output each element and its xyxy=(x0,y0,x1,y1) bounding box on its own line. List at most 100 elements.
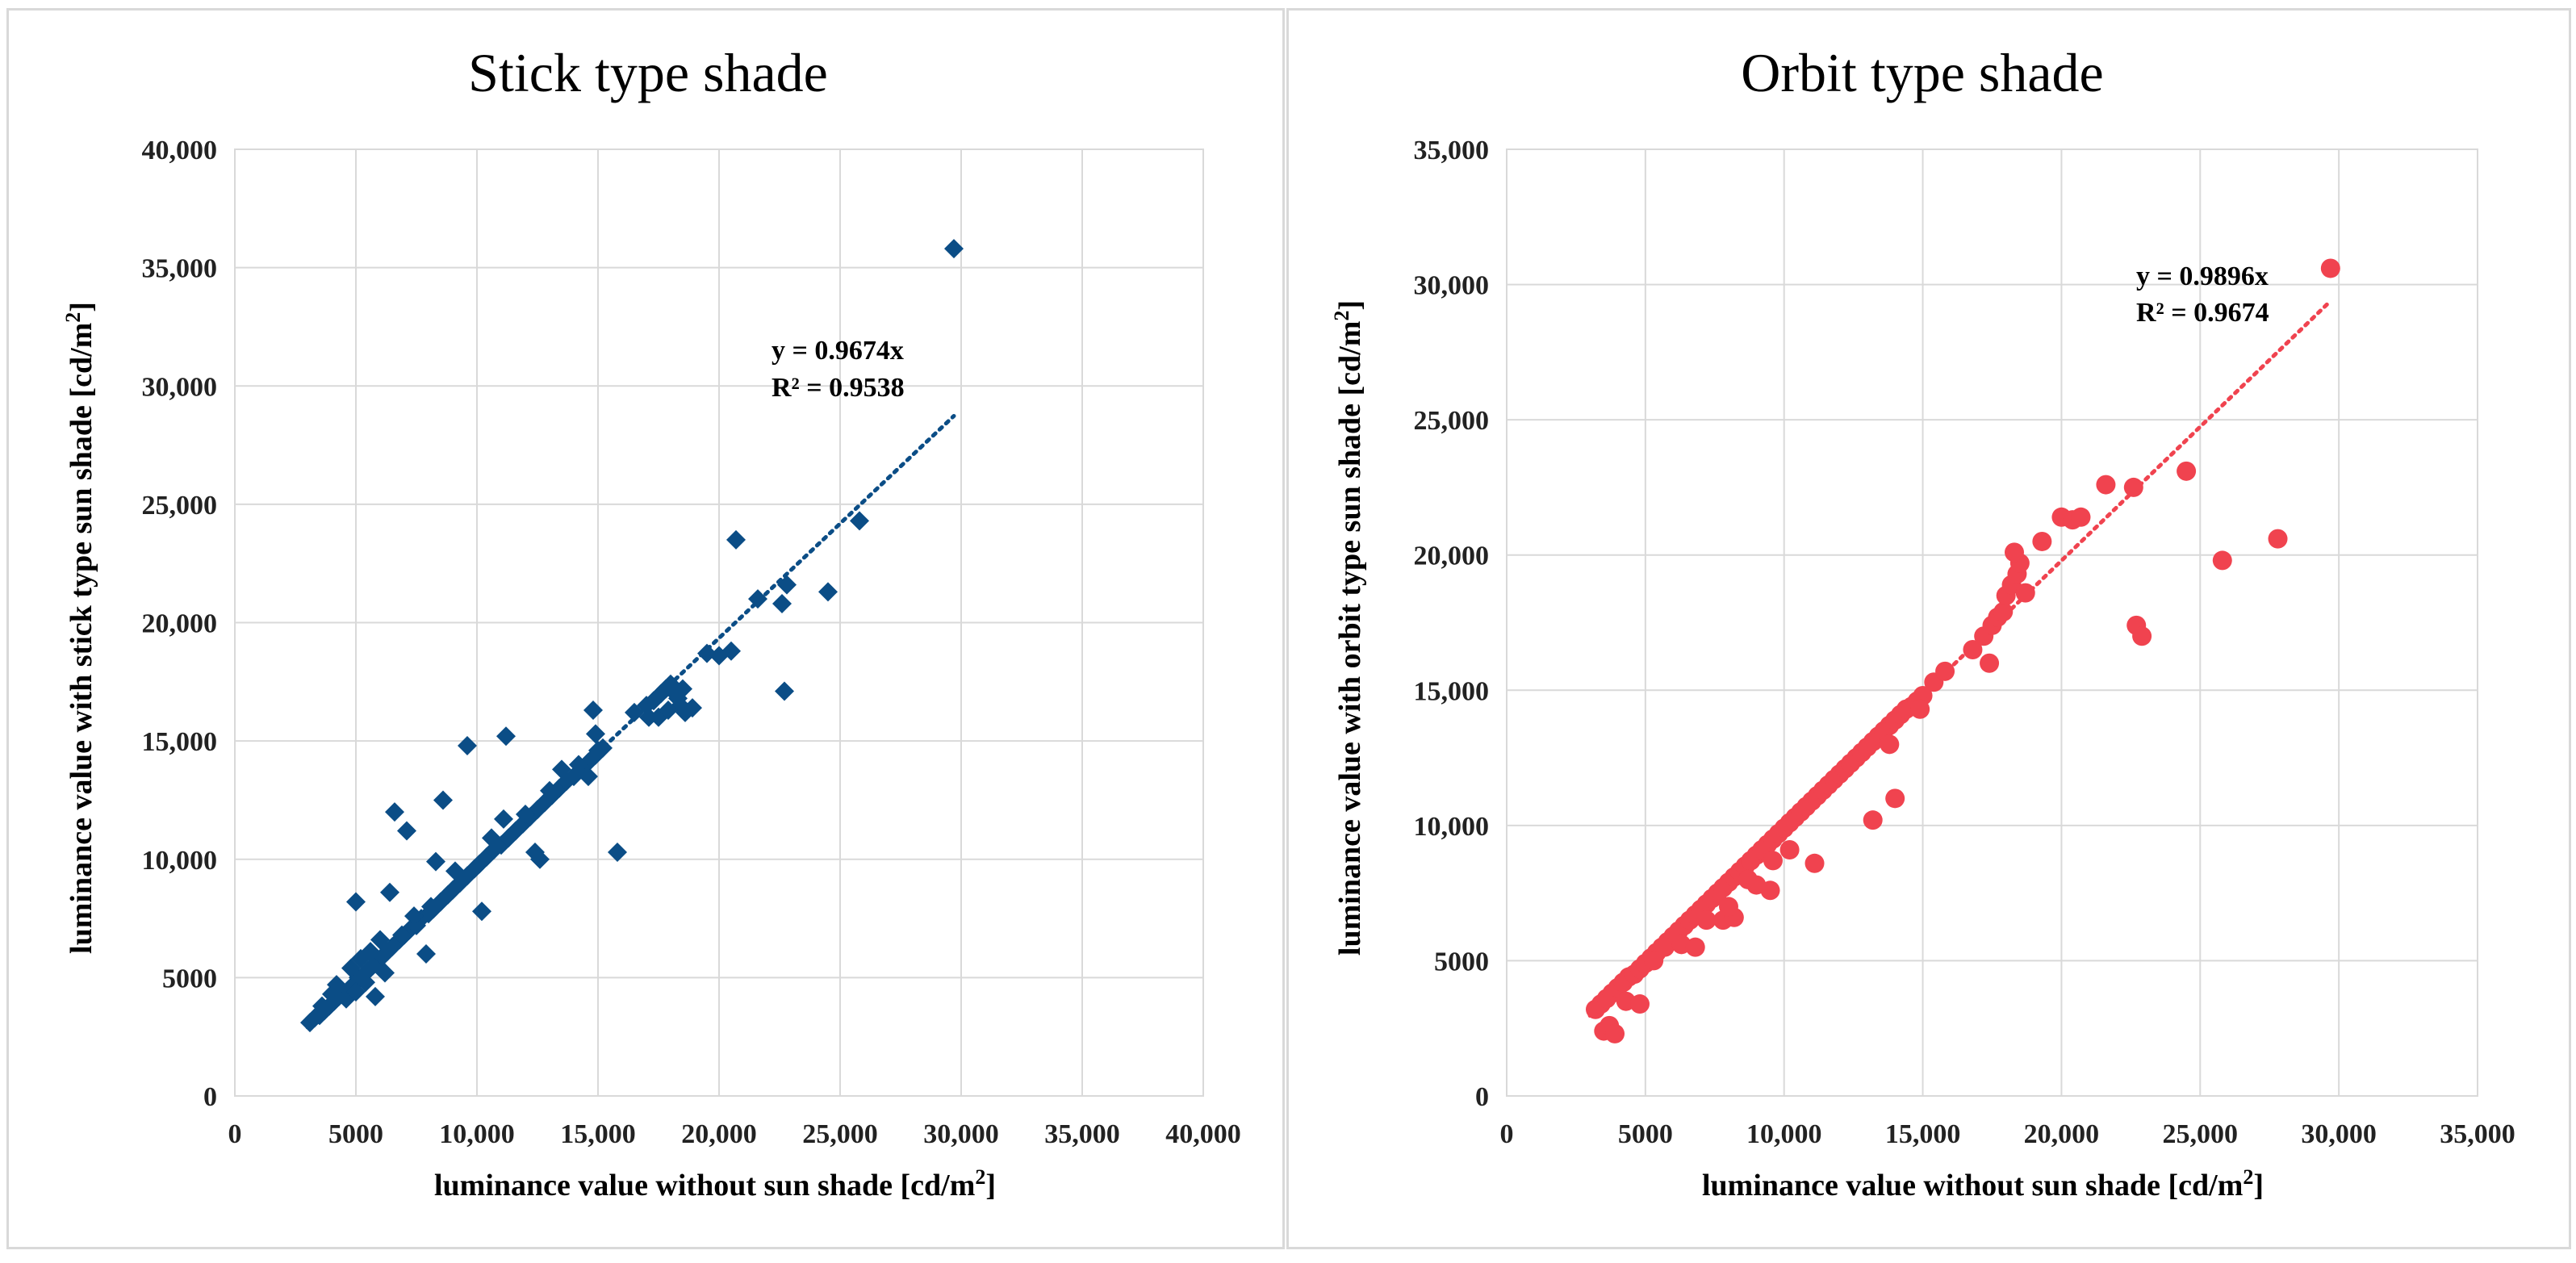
data-point xyxy=(1863,810,1883,830)
y-tick-label: 25,000 xyxy=(142,491,218,521)
data-point xyxy=(458,735,477,755)
data-point xyxy=(1935,661,1955,681)
data-point xyxy=(380,882,399,902)
y-tick-label: 35,000 xyxy=(1414,136,1490,165)
y-axis-label-end: ] xyxy=(1333,300,1367,311)
data-point xyxy=(361,942,380,962)
trend-equation: y = 0.9896x xyxy=(2136,261,2269,291)
x-tick-label: 30,000 xyxy=(2301,1119,2377,1149)
x-tick-label: 10,000 xyxy=(1746,1119,1822,1149)
x-tick-label: 5000 xyxy=(1618,1119,1673,1149)
data-point xyxy=(625,702,644,722)
data-point xyxy=(777,575,797,595)
data-point xyxy=(472,901,491,922)
chart-panel-stick: Stick type shade 0 5000 10,000 15,000 20,000… xyxy=(6,8,1285,1249)
x-tick-label: 5000 xyxy=(328,1119,383,1149)
data-point xyxy=(1804,853,1825,873)
data-point xyxy=(944,239,964,259)
y-tick-label: 30,000 xyxy=(142,372,218,402)
data-point xyxy=(1963,640,1983,660)
y-tick-label: 15,000 xyxy=(142,727,218,757)
data-point xyxy=(579,767,598,787)
data-point xyxy=(366,986,385,1006)
plot-frame xyxy=(1506,148,2478,1097)
data-point xyxy=(2004,542,2024,562)
data-point xyxy=(1685,937,1705,957)
data-point xyxy=(482,828,501,848)
orbit-chart-svg: Orbit type shade 0 5000 10,000 15,000 20,000… xyxy=(1330,42,2515,1202)
data-point xyxy=(494,809,513,829)
data-point xyxy=(1980,653,2000,673)
data-point xyxy=(608,842,627,862)
data-point xyxy=(775,681,794,701)
data-point xyxy=(2096,475,2116,495)
stick-chart-svg: Stick type shade 0 5000 10,000 15,000 20,000… xyxy=(61,42,1241,1202)
data-point xyxy=(496,726,516,747)
x-axis-label-sup: 2 xyxy=(975,1165,985,1189)
data-point xyxy=(346,892,366,912)
data-point xyxy=(659,701,678,721)
y-axis-label: luminance value with orbit type sun shad… xyxy=(1330,300,1367,956)
data-point xyxy=(540,780,559,801)
data-point xyxy=(312,996,332,1016)
data-point xyxy=(1763,851,1783,871)
x-tick-label: 0 xyxy=(228,1119,242,1149)
x-tick-label: 15,000 xyxy=(560,1119,636,1149)
data-point xyxy=(583,701,603,721)
data-point xyxy=(673,679,692,699)
x-tick-label: 10,000 xyxy=(439,1119,515,1149)
data-point xyxy=(569,755,588,775)
y-tick-label: 40,000 xyxy=(142,136,218,165)
x-tick-label: 35,000 xyxy=(2440,1119,2515,1149)
data-point xyxy=(433,790,453,810)
data-point xyxy=(1629,994,1650,1014)
data-point xyxy=(748,589,767,609)
data-point xyxy=(586,724,605,744)
x-tick-label: 40,000 xyxy=(1165,1119,1241,1149)
data-point xyxy=(772,594,792,614)
y-tick-label: 15,000 xyxy=(1414,676,1490,706)
data-point xyxy=(2212,550,2232,571)
data-point xyxy=(404,906,424,926)
x-tick-label: 30,000 xyxy=(923,1119,999,1149)
data-point xyxy=(683,698,702,718)
data-point xyxy=(416,944,436,964)
x-axis-label: luminance value without sun shade [cd/m2… xyxy=(434,1165,996,1202)
y-tick-label: 30,000 xyxy=(1414,271,1490,301)
y-tick-label: 25,000 xyxy=(1414,406,1490,436)
data-point xyxy=(1880,734,1900,755)
y-tick-label: 5000 xyxy=(1434,947,1489,977)
data-point xyxy=(552,759,571,780)
data-point xyxy=(2015,583,2035,603)
data-point xyxy=(721,641,741,661)
data-point xyxy=(697,643,717,663)
data-point xyxy=(421,897,441,917)
data-point xyxy=(2320,258,2340,278)
data-point xyxy=(1746,875,1767,895)
data-point xyxy=(370,930,390,950)
data-point xyxy=(1885,788,1905,809)
data-point xyxy=(392,925,412,945)
y-tick-label: 35,000 xyxy=(142,254,218,284)
data-point xyxy=(327,975,346,995)
y-tick-label: 5000 xyxy=(162,964,217,993)
data-point xyxy=(818,582,838,602)
y-tick-label: 0 xyxy=(1475,1082,1489,1112)
y-axis-label-sup: 2 xyxy=(1330,311,1353,321)
x-tick-label: 20,000 xyxy=(681,1119,757,1149)
data-point xyxy=(2032,531,2052,551)
y-tick-label: 0 xyxy=(203,1082,217,1112)
data-point xyxy=(356,972,375,993)
y-tick-label: 10,000 xyxy=(142,846,218,876)
data-point xyxy=(2123,477,2143,497)
data-point xyxy=(1993,602,2014,622)
data-point xyxy=(1910,699,1930,719)
chart-title: Stick type shade xyxy=(468,42,828,103)
x-axis-label-end: ] xyxy=(985,1169,996,1202)
trend-equation: y = 0.9674x xyxy=(772,336,904,366)
x-tick-label: 25,000 xyxy=(802,1119,878,1149)
data-point xyxy=(2071,507,2091,527)
data-point xyxy=(588,740,608,760)
x-axis-label-text: luminance value without sun shade [cd/m xyxy=(1702,1169,2243,1202)
y-axis-label-text: luminance value with stick type sun shad… xyxy=(65,323,98,954)
